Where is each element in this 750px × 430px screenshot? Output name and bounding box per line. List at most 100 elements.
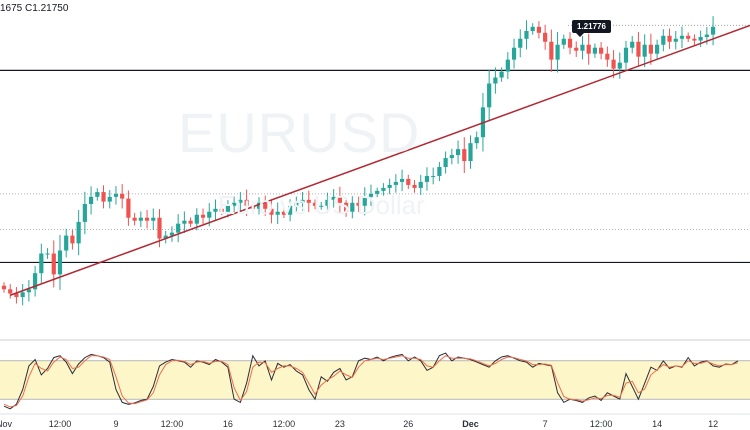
candle-body <box>238 199 243 203</box>
candle-body <box>76 221 81 244</box>
candle-body <box>555 44 560 60</box>
candle-body <box>263 202 268 209</box>
candle-body <box>667 35 672 42</box>
candle-body <box>518 38 523 48</box>
candle-body <box>176 223 181 233</box>
candle-body <box>543 32 548 42</box>
candle-body <box>505 59 510 72</box>
candle-body <box>605 53 610 60</box>
x-tick-label: 12:00 <box>49 419 72 429</box>
candle-body <box>319 205 324 207</box>
candle-body <box>39 253 44 274</box>
candle-body <box>256 202 262 209</box>
x-tick-label: 12:00 <box>273 419 296 429</box>
candle-body <box>64 235 69 251</box>
candle-body <box>207 211 212 218</box>
stoch-band <box>0 360 750 400</box>
ohlc-legend: 1675 C1.21750 <box>0 3 69 14</box>
x-tick-label: 26 <box>403 419 413 429</box>
candle-body <box>95 192 100 197</box>
candle-body <box>331 196 336 200</box>
candle-body <box>580 44 585 51</box>
candle-body <box>387 184 392 188</box>
candle-body <box>33 273 38 290</box>
candle-body <box>648 44 653 54</box>
candle-body <box>493 77 498 84</box>
candle-body <box>511 47 517 60</box>
candle-body <box>169 232 175 236</box>
candle-body <box>288 205 293 215</box>
candle-body <box>356 202 361 206</box>
candle-body <box>45 253 50 255</box>
candle-body <box>623 47 629 63</box>
candle-body <box>611 59 616 69</box>
x-tick-label: 12:00 <box>590 419 613 429</box>
candle-body <box>567 38 573 48</box>
candle-body <box>449 155 454 159</box>
candle-body <box>599 47 604 54</box>
candle-body <box>51 253 56 275</box>
candle-body <box>20 292 25 298</box>
candle-body <box>710 26 716 35</box>
candle-body <box>673 38 678 42</box>
candle-body <box>1 285 7 290</box>
candle-body <box>698 36 703 41</box>
candle-body <box>244 199 249 206</box>
candle-body <box>8 289 13 294</box>
candle-body <box>399 178 405 182</box>
candle-body <box>437 167 442 176</box>
candle-body <box>194 214 199 224</box>
candle-body <box>574 47 579 51</box>
candle-body <box>107 196 112 202</box>
candle-body <box>325 199 330 206</box>
candle-body <box>350 202 355 212</box>
candle-body <box>499 71 504 78</box>
candle-body <box>468 143 473 162</box>
candle-body <box>182 220 187 224</box>
candle-body <box>381 187 386 191</box>
candle-body <box>113 193 119 197</box>
candle-body <box>26 289 31 293</box>
candle-body <box>686 35 691 39</box>
x-tick-label: 9 <box>113 419 118 429</box>
candle-body <box>412 184 417 188</box>
candle-body <box>661 35 666 45</box>
candle-body <box>157 217 162 239</box>
candle-body <box>424 175 430 182</box>
candle-body <box>530 26 535 32</box>
candle-body <box>344 202 349 212</box>
candle-body <box>337 196 342 203</box>
candle-body <box>462 149 467 162</box>
candle-body <box>269 208 274 215</box>
candle-body <box>393 181 398 185</box>
candle-body <box>281 211 286 215</box>
candle-body <box>144 217 150 221</box>
candle-body <box>120 193 125 199</box>
x-tick-label: 7 <box>543 419 548 429</box>
candle-body <box>431 175 436 177</box>
candle-body <box>88 196 94 204</box>
candle-body <box>704 34 709 37</box>
candle-body <box>586 44 591 54</box>
candle-body <box>126 198 131 218</box>
x-tick-label: 12:00 <box>161 419 184 429</box>
candle-body <box>312 202 318 206</box>
price-badge: 1.21776 <box>572 20 611 37</box>
candle-body <box>636 41 641 57</box>
x-tick-label: 23 <box>335 419 345 429</box>
candle-body <box>592 47 597 54</box>
candle-body <box>132 217 137 221</box>
candle-body <box>300 199 305 203</box>
candle-body <box>406 178 411 185</box>
candle-body <box>443 158 448 168</box>
candle-body <box>219 208 224 212</box>
candle-body <box>225 205 231 212</box>
candle-body <box>188 220 193 224</box>
candle-body <box>57 250 63 275</box>
candle-body <box>14 293 19 298</box>
candle-body <box>617 62 622 69</box>
stoch-d-line <box>3 355 739 408</box>
candle-body <box>82 204 87 222</box>
candle-body <box>549 41 554 60</box>
